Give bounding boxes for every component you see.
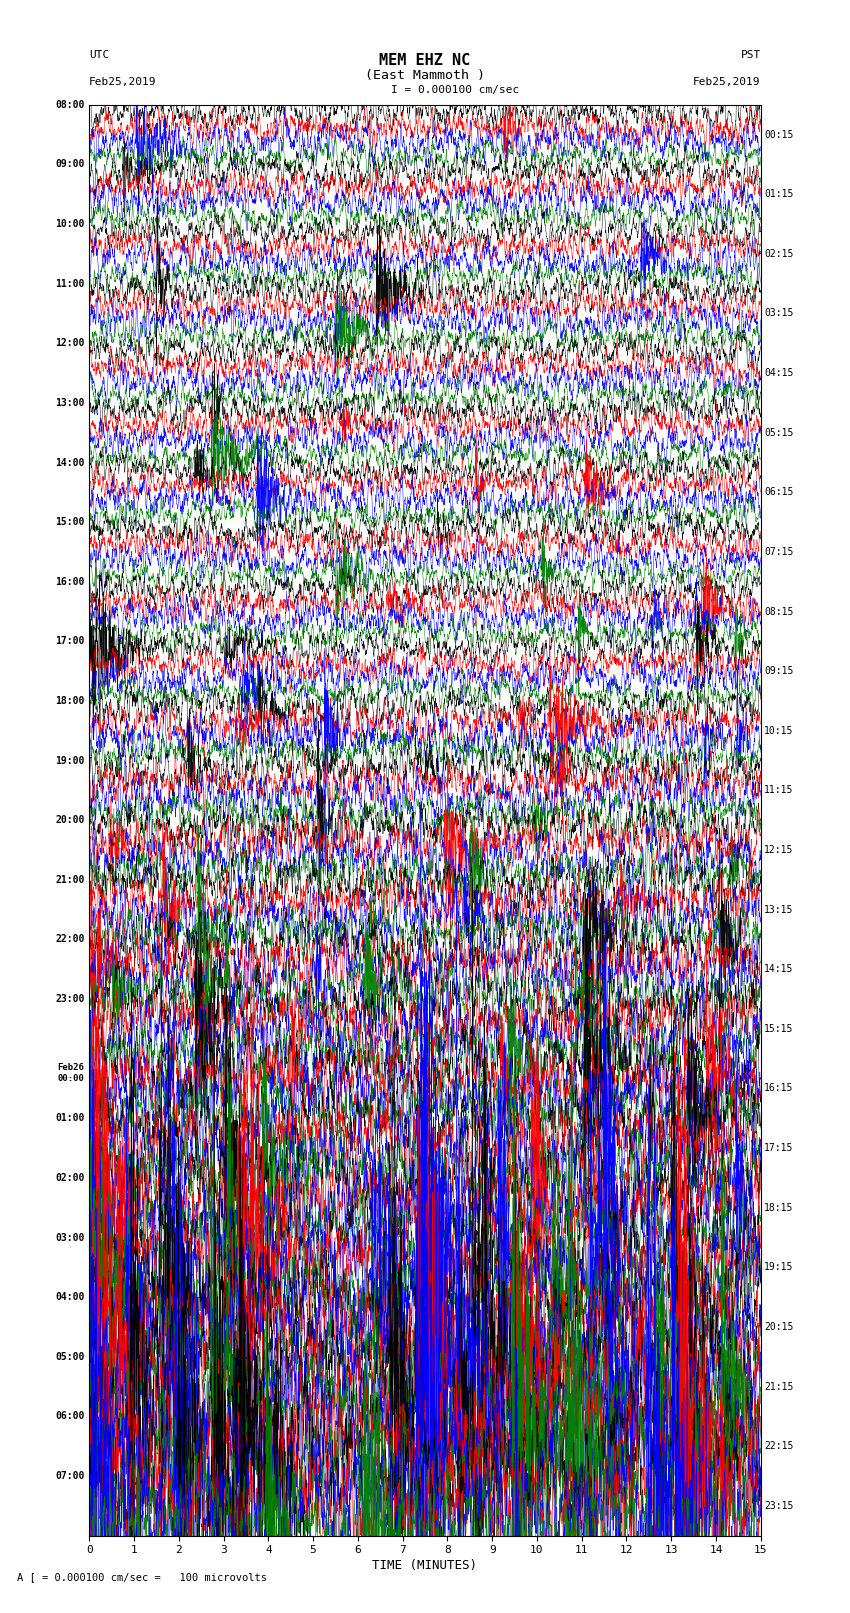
Text: 11:00: 11:00 bbox=[55, 279, 84, 289]
Text: PST: PST bbox=[740, 50, 761, 60]
Text: 01:00: 01:00 bbox=[55, 1113, 84, 1123]
Text: 08:15: 08:15 bbox=[764, 606, 794, 616]
Text: 13:00: 13:00 bbox=[55, 398, 84, 408]
Text: 12:15: 12:15 bbox=[764, 845, 794, 855]
Text: Feb26
00:00: Feb26 00:00 bbox=[58, 1063, 84, 1082]
Text: 21:15: 21:15 bbox=[764, 1382, 794, 1392]
Text: 05:00: 05:00 bbox=[55, 1352, 84, 1361]
Text: (East Mammoth ): (East Mammoth ) bbox=[365, 69, 485, 82]
Text: 17:00: 17:00 bbox=[55, 637, 84, 647]
Text: 18:15: 18:15 bbox=[764, 1203, 794, 1213]
Text: MEM EHZ NC: MEM EHZ NC bbox=[379, 53, 471, 68]
Text: 02:00: 02:00 bbox=[55, 1173, 84, 1182]
Text: 06:15: 06:15 bbox=[764, 487, 794, 497]
Text: 19:15: 19:15 bbox=[764, 1263, 794, 1273]
Text: 06:00: 06:00 bbox=[55, 1411, 84, 1421]
Text: 22:00: 22:00 bbox=[55, 934, 84, 945]
Text: Feb25,2019: Feb25,2019 bbox=[694, 77, 761, 87]
Text: 07:00: 07:00 bbox=[55, 1471, 84, 1481]
Text: 23:15: 23:15 bbox=[764, 1500, 794, 1511]
Text: 07:15: 07:15 bbox=[764, 547, 794, 556]
Text: 01:15: 01:15 bbox=[764, 189, 794, 200]
Text: 03:15: 03:15 bbox=[764, 308, 794, 318]
Text: 05:15: 05:15 bbox=[764, 427, 794, 437]
Text: 14:00: 14:00 bbox=[55, 458, 84, 468]
Text: 03:00: 03:00 bbox=[55, 1232, 84, 1242]
Text: Feb25,2019: Feb25,2019 bbox=[89, 77, 156, 87]
Text: 02:15: 02:15 bbox=[764, 248, 794, 258]
Text: 11:15: 11:15 bbox=[764, 786, 794, 795]
Text: 04:15: 04:15 bbox=[764, 368, 794, 377]
Text: 20:00: 20:00 bbox=[55, 815, 84, 826]
X-axis label: TIME (MINUTES): TIME (MINUTES) bbox=[372, 1560, 478, 1573]
Text: 23:00: 23:00 bbox=[55, 994, 84, 1003]
Text: 16:00: 16:00 bbox=[55, 577, 84, 587]
Text: 08:00: 08:00 bbox=[55, 100, 84, 110]
Text: 18:00: 18:00 bbox=[55, 695, 84, 706]
Text: 10:00: 10:00 bbox=[55, 219, 84, 229]
Text: I = 0.000100 cm/sec: I = 0.000100 cm/sec bbox=[391, 84, 519, 95]
Text: 09:15: 09:15 bbox=[764, 666, 794, 676]
Text: 17:15: 17:15 bbox=[764, 1144, 794, 1153]
Text: 09:00: 09:00 bbox=[55, 160, 84, 169]
Text: 20:15: 20:15 bbox=[764, 1323, 794, 1332]
Text: 04:00: 04:00 bbox=[55, 1292, 84, 1302]
Text: 22:15: 22:15 bbox=[764, 1440, 794, 1452]
Text: 13:15: 13:15 bbox=[764, 905, 794, 915]
Text: 21:00: 21:00 bbox=[55, 874, 84, 886]
Text: 12:00: 12:00 bbox=[55, 339, 84, 348]
Text: 00:15: 00:15 bbox=[764, 129, 794, 140]
Text: 15:15: 15:15 bbox=[764, 1024, 794, 1034]
Text: UTC: UTC bbox=[89, 50, 110, 60]
Text: 19:00: 19:00 bbox=[55, 755, 84, 766]
Text: A [ = 0.000100 cm/sec =   100 microvolts: A [ = 0.000100 cm/sec = 100 microvolts bbox=[17, 1573, 267, 1582]
Text: 15:00: 15:00 bbox=[55, 518, 84, 527]
Text: 14:15: 14:15 bbox=[764, 965, 794, 974]
Text: 16:15: 16:15 bbox=[764, 1084, 794, 1094]
Text: 10:15: 10:15 bbox=[764, 726, 794, 736]
